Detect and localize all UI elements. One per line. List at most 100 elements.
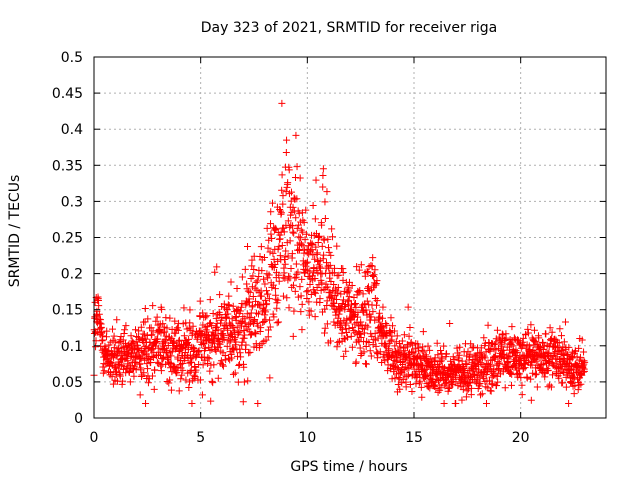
- data-point: [232, 312, 240, 320]
- data-point: [455, 361, 463, 369]
- data-point: [147, 358, 155, 366]
- data-point: [456, 343, 464, 351]
- y-tick-labels: 0 0.05 0.1 0.15 0.2 0.25 0.3 0.35 0.4 0.45 0.5: [52, 50, 83, 427]
- data-point: [168, 368, 176, 376]
- data-point: [489, 340, 497, 348]
- data-point: [476, 391, 484, 399]
- data-point: [238, 273, 246, 281]
- data-point: [264, 244, 272, 252]
- data-point: [159, 355, 167, 363]
- data-point: [507, 341, 515, 349]
- data-point: [432, 384, 440, 392]
- data-point: [311, 313, 319, 321]
- data-point: [409, 349, 417, 357]
- data-point: [327, 337, 335, 345]
- data-point: [313, 284, 321, 292]
- data-point: [207, 397, 215, 405]
- data-point: [142, 400, 150, 408]
- data-point: [370, 271, 378, 279]
- data-point: [480, 334, 488, 342]
- data-point: [161, 328, 169, 336]
- data-point: [269, 199, 277, 207]
- data-point: [334, 338, 342, 346]
- data-point: [463, 352, 471, 360]
- data-point: [223, 313, 231, 321]
- data-point: [527, 321, 535, 329]
- data-point: [520, 364, 528, 372]
- data-point: [469, 355, 477, 363]
- data-point: [343, 315, 351, 323]
- data-point: [391, 342, 399, 350]
- y-tick-label: 0: [74, 411, 83, 427]
- data-point: [575, 344, 583, 352]
- data-point: [581, 358, 589, 366]
- data-point: [531, 371, 539, 379]
- data-point: [98, 328, 106, 336]
- y-tick-label: 0.2: [61, 267, 83, 283]
- data-point: [135, 327, 143, 335]
- data-point: [356, 330, 364, 338]
- data-point: [489, 381, 497, 389]
- y-tick-label: 0.15: [52, 303, 83, 319]
- data-point: [210, 361, 218, 369]
- data-point: [219, 362, 227, 370]
- data-point: [369, 273, 377, 281]
- data-point: [225, 292, 233, 300]
- data-point: [121, 326, 129, 334]
- data-point: [278, 99, 286, 107]
- data-point: [330, 318, 338, 326]
- data-point: [298, 240, 306, 248]
- data-point: [287, 188, 295, 196]
- data-point: [252, 330, 260, 338]
- data-point: [244, 287, 252, 295]
- data-point: [383, 321, 391, 329]
- data-point: [242, 341, 250, 349]
- data-point: [204, 359, 212, 367]
- data-point: [267, 230, 275, 238]
- data-point: [555, 374, 563, 382]
- data-point: [225, 301, 233, 309]
- data-point: [391, 374, 399, 382]
- data-point: [330, 280, 338, 288]
- data-point: [403, 373, 411, 381]
- data-point: [570, 390, 578, 398]
- data-point: [213, 263, 221, 271]
- data-point: [206, 367, 214, 375]
- data-point: [330, 299, 338, 307]
- data-point: [334, 284, 342, 292]
- data-point: [148, 372, 156, 380]
- data-point: [476, 379, 484, 387]
- data-point: [323, 188, 331, 196]
- data-point: [546, 324, 554, 332]
- data-point: [180, 332, 188, 340]
- data-point: [124, 360, 132, 368]
- data-point: [577, 380, 585, 388]
- data-point: [418, 393, 426, 401]
- data-point: [157, 367, 165, 375]
- x-tick-labels: 0 5 10 15 20: [90, 430, 530, 446]
- data-point: [296, 245, 304, 253]
- data-point: [141, 304, 149, 312]
- data-point: [99, 336, 107, 344]
- data-point: [419, 343, 427, 351]
- data-point: [306, 267, 314, 275]
- x-tick-label: 15: [405, 430, 423, 446]
- data-point: [443, 350, 451, 358]
- data-point: [564, 351, 572, 359]
- data-point: [401, 347, 409, 355]
- data-point: [296, 174, 304, 182]
- data-point: [276, 206, 284, 214]
- data-point: [252, 278, 260, 286]
- data-point: [365, 339, 373, 347]
- data-point: [340, 335, 348, 343]
- data-point: [343, 328, 351, 336]
- data-point: [378, 358, 386, 366]
- y-tick-label: 0.4: [61, 122, 83, 138]
- data-point: [339, 325, 347, 333]
- data-point: [512, 347, 520, 355]
- data-point: [265, 271, 273, 279]
- data-point: [290, 307, 298, 315]
- data-point: [536, 345, 544, 353]
- data-point: [337, 318, 345, 326]
